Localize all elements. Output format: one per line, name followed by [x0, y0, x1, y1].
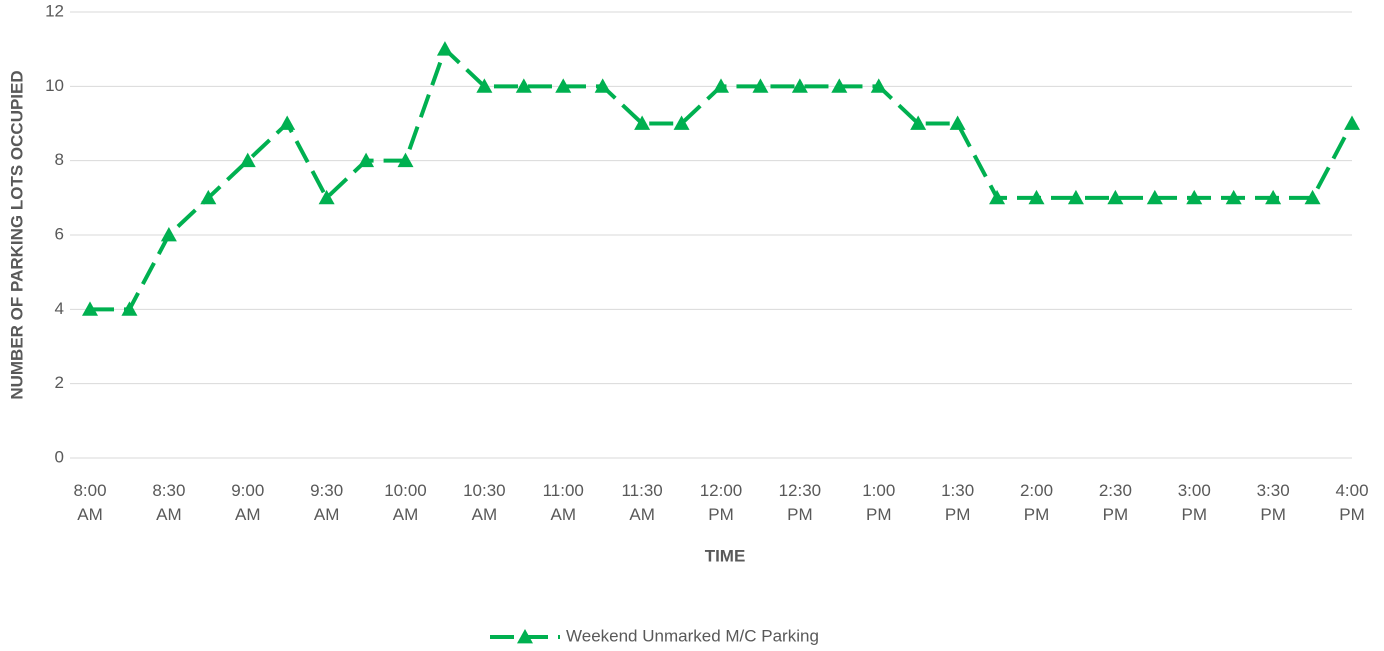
- data-point: [515, 78, 532, 93]
- legend-label: Weekend Unmarked M/C Parking: [566, 626, 819, 645]
- x-tick-label: 4:00 PM: [1335, 481, 1368, 524]
- x-tick-label: 9:30 AM: [310, 481, 343, 524]
- y-tick-label: 0: [55, 447, 64, 466]
- data-point: [358, 152, 375, 168]
- y-tick-label: 10: [45, 76, 64, 95]
- x-tick-label: 3:00 PM: [1178, 481, 1211, 524]
- data-point: [239, 152, 256, 168]
- data-point: [870, 78, 887, 93]
- data-point: [279, 115, 296, 130]
- data-point: [82, 301, 98, 316]
- data-point: [791, 78, 808, 93]
- data-point: [989, 189, 1006, 205]
- data-point: [121, 301, 138, 316]
- data-point: [397, 152, 414, 168]
- x-tick-label: 1:00 PM: [862, 481, 895, 524]
- data-point: [1265, 189, 1282, 205]
- x-tick-label: 2:00 PM: [1020, 481, 1053, 524]
- y-tick-label: 6: [55, 224, 64, 243]
- x-tick-label: 3:30 PM: [1257, 481, 1290, 524]
- data-point: [1146, 189, 1163, 205]
- data-point: [1028, 189, 1045, 205]
- data-point: [594, 78, 611, 93]
- data-point: [200, 189, 217, 205]
- x-tick-label: 12:30 PM: [779, 481, 822, 524]
- data-point: [318, 189, 335, 205]
- y-tick-label: 12: [45, 1, 64, 20]
- x-tick-label: 12:00 PM: [700, 481, 743, 524]
- data-point: [713, 78, 729, 93]
- data-point: [1186, 189, 1203, 205]
- data-point: [476, 78, 493, 93]
- data-point: [1107, 189, 1124, 205]
- data-point: [436, 41, 453, 56]
- x-tick-label: 8:30 AM: [152, 481, 185, 524]
- data-point: [949, 115, 966, 130]
- data-point: [673, 115, 690, 130]
- data-point: [160, 227, 177, 242]
- data-point: [1225, 189, 1242, 205]
- x-tick-label: 11:00 AM: [543, 481, 584, 524]
- data-point: [910, 115, 927, 130]
- data-point: [555, 78, 572, 93]
- data-point: [1304, 189, 1321, 205]
- x-tick-label: 8:00 AM: [73, 481, 106, 524]
- x-tick-label: 10:00 AM: [384, 481, 427, 524]
- y-tick-label: 2: [55, 373, 64, 392]
- data-point: [831, 78, 848, 93]
- x-tick-label: 10:30 AM: [463, 481, 506, 524]
- data-point: [1067, 189, 1084, 205]
- y-tick-label: 8: [55, 150, 64, 169]
- data-point: [634, 115, 651, 130]
- data-point: [752, 78, 769, 93]
- x-tick-label: 2:30 PM: [1099, 481, 1132, 524]
- y-tick-label: 4: [55, 299, 64, 318]
- data-point: [1344, 115, 1360, 130]
- x-tick-label: 1:30 PM: [941, 481, 974, 524]
- y-axis-title: NUMBER OF PARKING LOTS OCCUPIED: [7, 70, 26, 399]
- x-tick-label: 9:00 AM: [231, 481, 264, 524]
- legend-marker: [517, 629, 533, 644]
- x-axis-title: TIME: [705, 546, 746, 565]
- x-tick-label: 11:30 AM: [621, 481, 662, 524]
